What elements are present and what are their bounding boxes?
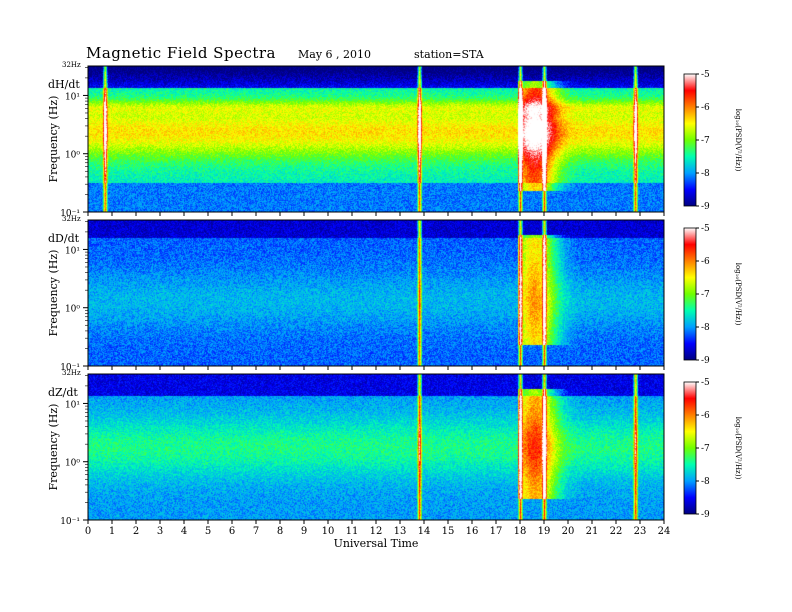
y-tick-label: 10⁻¹ [60, 209, 80, 219]
colorbar-tick-label: -9 [701, 202, 710, 212]
y-tick-label: 10⁰ [65, 151, 80, 161]
x-tick-label: 0 [85, 526, 91, 537]
x-tick-label: 8 [277, 526, 283, 537]
spectrogram-heatmap [88, 66, 664, 212]
x-tick-label: 2 [133, 526, 139, 537]
x-tick-label: 1 [109, 526, 115, 537]
x-tick-label: 17 [490, 526, 503, 537]
panel-label: dZ/dt [48, 386, 78, 399]
y-axis-label: Frequency (Hz) [47, 404, 60, 491]
colorbar-tick-label: -5 [701, 70, 710, 80]
colorbar-label: log₁₀(PSD(V²/Hz)) [734, 263, 742, 326]
spectrogram-heatmap [88, 374, 664, 520]
x-tick-label: 3 [157, 526, 163, 537]
x-tick-label: 6 [229, 526, 235, 537]
y-tick-label: 10⁻¹ [60, 363, 80, 373]
colorbar-tick-label: -8 [701, 169, 710, 179]
x-axis-label: Universal Time [334, 537, 419, 550]
panel-dd-per-dt: dD/dt 32Hz 10⁻¹ 10⁰ 10¹ Frequency (Hz) -5 -6 -7 -… [47, 215, 742, 373]
x-tick-label: 7 [253, 526, 259, 537]
colorbar-tick-label: -7 [701, 136, 710, 146]
colorbar-tick-label: -6 [701, 411, 710, 421]
x-tick-label: 14 [418, 526, 431, 537]
y-axis-label: Frequency (Hz) [47, 250, 60, 337]
spectrogram-heatmap [88, 220, 664, 366]
x-tick-label: 5 [205, 526, 211, 537]
colorbar-label: log₁₀(PSD(V²/Hz)) [734, 109, 742, 172]
colorbar-tick-label: -8 [701, 477, 710, 487]
colorbar-tick-label: -9 [701, 510, 710, 520]
y-tick-label: 10¹ [65, 400, 80, 410]
top-frequency-label: 32Hz [62, 61, 81, 69]
x-tick-label: 24 [658, 526, 671, 537]
colorbar-tick-label: -7 [701, 444, 710, 454]
colorbar-tick-label: -5 [701, 224, 710, 234]
x-tick-label: 4 [181, 526, 187, 537]
page-title: Magnetic Field Spectra [86, 44, 276, 62]
x-tick-label: 10 [322, 526, 335, 537]
colorbar-tick-label: -6 [701, 103, 710, 113]
x-tick-label: 20 [562, 526, 575, 537]
y-tick-label: 10⁰ [65, 459, 80, 469]
colorbar-tick-label: -8 [701, 323, 710, 333]
colorbar-label: log₁₀(PSD(V²/Hz)) [734, 417, 742, 480]
colorbar [683, 381, 697, 515]
colorbar-tick-label: -5 [701, 378, 710, 388]
x-tick-label: 15 [442, 526, 455, 537]
date-label: May 6 , 2010 [298, 48, 372, 61]
top-frequency-label: 32Hz [62, 369, 81, 377]
x-tick-label: 22 [610, 526, 623, 537]
y-tick-label: 10⁰ [65, 305, 80, 315]
y-tick-label: 10⁻¹ [60, 517, 80, 527]
x-tick-label: 19 [538, 526, 551, 537]
x-tick-label: 11 [346, 526, 359, 537]
colorbar [683, 73, 697, 207]
x-tick-label: 23 [634, 526, 647, 537]
y-axis-label: Frequency (Hz) [47, 96, 60, 183]
station-label: station=STA [414, 48, 484, 61]
panel-dh-per-dt: dH/dt 32Hz 10⁻¹ 10⁰ 10¹ Frequency (Hz) -5 -6 -7 -… [47, 61, 742, 219]
colorbar-tick-label: -7 [701, 290, 710, 300]
x-tick-label: 12 [370, 526, 383, 537]
colorbar [683, 227, 697, 361]
panel-label: dH/dt [48, 78, 80, 91]
colorbar-tick-label: -9 [701, 356, 710, 366]
y-tick-label: 10¹ [65, 246, 80, 256]
x-tick-label: 9 [301, 526, 307, 537]
panel-label: dD/dt [48, 232, 80, 245]
x-tick-label: 18 [514, 526, 527, 537]
x-tick-label: 13 [394, 526, 407, 537]
colorbar-tick-label: -6 [701, 257, 710, 267]
x-tick-label: 16 [466, 526, 479, 537]
y-tick-label: 10¹ [65, 92, 80, 102]
top-frequency-label: 32Hz [62, 215, 81, 223]
x-tick-label: 21 [586, 526, 599, 537]
